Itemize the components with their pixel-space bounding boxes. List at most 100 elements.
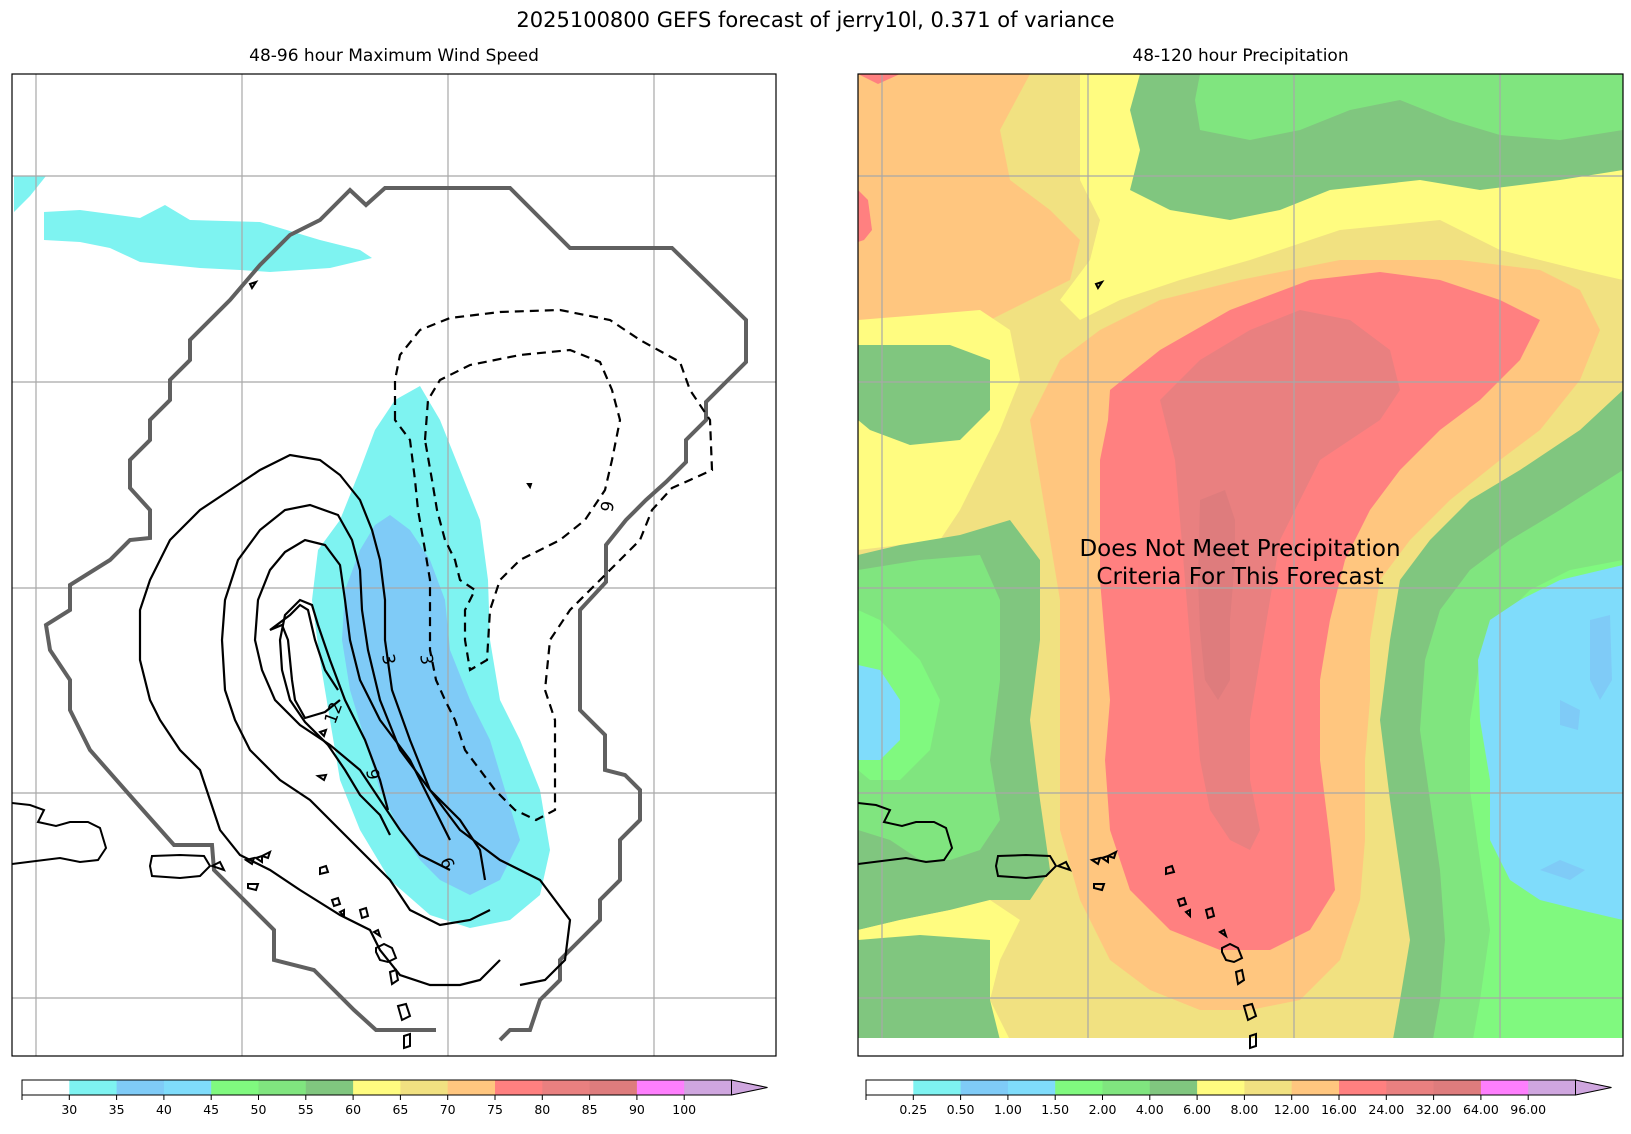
wind-colorbar-tick-label: 70: [440, 1102, 456, 1117]
wind-colorbar-tick-label: 55: [298, 1102, 314, 1117]
wind-colorbar-swatch-4: [211, 1080, 259, 1095]
precip-colorbar-swatch-12: [1433, 1080, 1482, 1095]
wind-colorbar-tick-label: 80: [534, 1102, 550, 1117]
precip-colorbar-tick-label: 12.00: [1274, 1102, 1310, 1117]
precip-colorbar-swatch-3: [1007, 1080, 1056, 1095]
wind-colorbar-tick-label: 45: [203, 1102, 219, 1117]
wind-colorbar-swatch-2: [116, 1080, 165, 1095]
wind-map: 3 3 12 9 6 6: [12, 74, 776, 1056]
precip-blue-sw: [858, 665, 900, 760]
precip-colorbar-tick-label: 24.00: [1368, 1102, 1404, 1117]
precip-colorbar-swatch-13: [1480, 1080, 1529, 1095]
precip-green-s: [858, 935, 1000, 1056]
precip-colorbar-swatch-5: [1102, 1080, 1151, 1095]
wind-colorbar-swatch-8: [400, 1080, 449, 1095]
wind-shade-30-corner: [14, 176, 46, 212]
precip-panel-frame: [857, 73, 1624, 1057]
precip-red-nw: [858, 74, 900, 242]
precip-colorbar-swatch-6: [1149, 1080, 1198, 1095]
wind-colorbar-swatch-6: [305, 1080, 354, 1095]
precip-colorbar-tick-label: 8.00: [1230, 1102, 1258, 1117]
wind-colorbar-tick-label: 35: [109, 1102, 125, 1117]
wind-colorbar: 30 35 40 45 50 55 60 65 70 75 80 85 90 100: [21, 1079, 768, 1117]
precip-colorbar-swatch-4: [1055, 1080, 1103, 1095]
wind-colorbar-swatch-0: [22, 1080, 70, 1095]
wind-panel-frame: [11, 73, 777, 1057]
wind-colorbar-tick-label: 85: [582, 1102, 598, 1117]
wind-coastlines: [12, 280, 533, 1050]
precip-colorbar-swatch-2: [960, 1080, 1009, 1095]
wind-colorbar-tick-label: 60: [345, 1102, 361, 1117]
precip-colorbar-tick-label: 1.00: [994, 1102, 1022, 1117]
precip-colorbar: 0.25 0.50 1.00 1.50 2.00 4.00 6.00 8.00 12.00 16.…: [865, 1079, 1612, 1117]
wind-colorbar-swatch-1: [69, 1080, 118, 1095]
precip-colorbar-swatch-8: [1244, 1080, 1293, 1095]
wind-colorbar-tick-label: 40: [156, 1102, 172, 1117]
contour-label-3a: 3: [377, 652, 399, 666]
precip-green2-n: [1195, 74, 1623, 140]
wind-colorbar-swatch-5: [258, 1080, 307, 1095]
precip-colorbar-tick-label: 16.00: [1321, 1102, 1357, 1117]
precip-colorbar-swatch-7: [1197, 1080, 1245, 1095]
precip-colorbar-swatch-10: [1339, 1080, 1387, 1095]
wind-colorbar-tick-label: 90: [629, 1102, 645, 1117]
precip-message-line2: Criteria For This Forecast: [1096, 564, 1384, 590]
precip-blue2-e: [1540, 615, 1612, 880]
wind-colorbar-swatch-14: [684, 1080, 732, 1095]
precip-criteria-message: Does Not Meet Precipitation Criteria For…: [1030, 535, 1450, 591]
precip-colorbar-tick-label: 96.00: [1510, 1102, 1546, 1117]
wind-panel-title: 48-96 hour Maximum Wind Speed: [249, 46, 539, 66]
wind-colorbar-swatch-12: [589, 1080, 638, 1095]
precip-colorbar-swatch-1: [913, 1080, 962, 1095]
wind-colorbar-tick-label: 50: [251, 1102, 267, 1117]
precip-colorbar-tick-label: 32.00: [1416, 1102, 1452, 1117]
precip-colorbar-swatch-0: [866, 1080, 914, 1095]
wind-colorbar-tick-label: 100: [672, 1102, 696, 1117]
wind-shade-35: [342, 515, 520, 895]
dashed-contour-outer: [393, 308, 714, 822]
wind-shade-30: [44, 205, 372, 272]
precip-grid: [858, 74, 1623, 1056]
precip-darkred-core: [1160, 310, 1400, 850]
precip-colorbar-tick-label: 4.00: [1136, 1102, 1164, 1117]
wind-colorbar-tick-label: 30: [61, 1102, 77, 1117]
precip-colorbar-tick-label: 0.25: [899, 1102, 927, 1117]
wind-colorbar-swatch-11: [542, 1080, 591, 1095]
wind-colorbar-extend-arrow: [731, 1079, 768, 1096]
contour-6: [253, 538, 451, 871]
precip-colorbar-tick-label: 64.00: [1463, 1102, 1499, 1117]
precip-colorbar-swatch-11: [1386, 1080, 1435, 1095]
precip-orange-nw: [858, 74, 1080, 340]
wind-envelope-contour: [43, 186, 748, 1042]
precip-colorbar-tick-label: 1.50: [1041, 1102, 1069, 1117]
precip-colorbar-extend-arrow: [1575, 1079, 1612, 1096]
precip-colorbar-tick-label: 0.50: [947, 1102, 975, 1117]
precip-message-line1: Does Not Meet Precipitation: [1079, 536, 1401, 562]
contour-label-6b: 6: [595, 499, 617, 513]
contour-label-9: 9: [361, 767, 383, 781]
precip-darkred2-core: [1198, 490, 1235, 700]
precip-colorbar-outline: [865, 1079, 1576, 1096]
wind-colorbar-tick-label: 65: [392, 1102, 408, 1117]
precip-green-w2: [858, 345, 990, 445]
wind-colorbar-swatch-3: [163, 1080, 212, 1095]
wind-colorbar-swatch-7: [353, 1080, 401, 1095]
precip-colorbar-swatch-14: [1528, 1080, 1576, 1095]
wind-colorbar-outline: [21, 1079, 732, 1096]
dashed-contour-inner: [423, 348, 622, 672]
contour-3-inner: [220, 503, 491, 927]
figure-title: 2025100800 GEFS forecast of jerry10l, 0.…: [516, 8, 1115, 32]
wind-colorbar-swatch-9: [447, 1080, 496, 1095]
precip-colorbar-tick-label: 6.00: [1183, 1102, 1211, 1117]
precip-coastlines: [858, 280, 1258, 1050]
contour-label-3b: 3: [415, 652, 437, 666]
precip-map: [858, 74, 1623, 1056]
precip-panel-title: 48-120 hour Precipitation: [1132, 46, 1349, 66]
precip-colorbar-tick-label: 2.00: [1089, 1102, 1117, 1117]
precip-blue-e: [1478, 565, 1623, 920]
contour-12: [269, 603, 341, 720]
wind-colorbar-swatch-13: [636, 1080, 685, 1095]
wind-colorbar-swatch-10: [495, 1080, 543, 1095]
wind-grid: [12, 74, 776, 1056]
